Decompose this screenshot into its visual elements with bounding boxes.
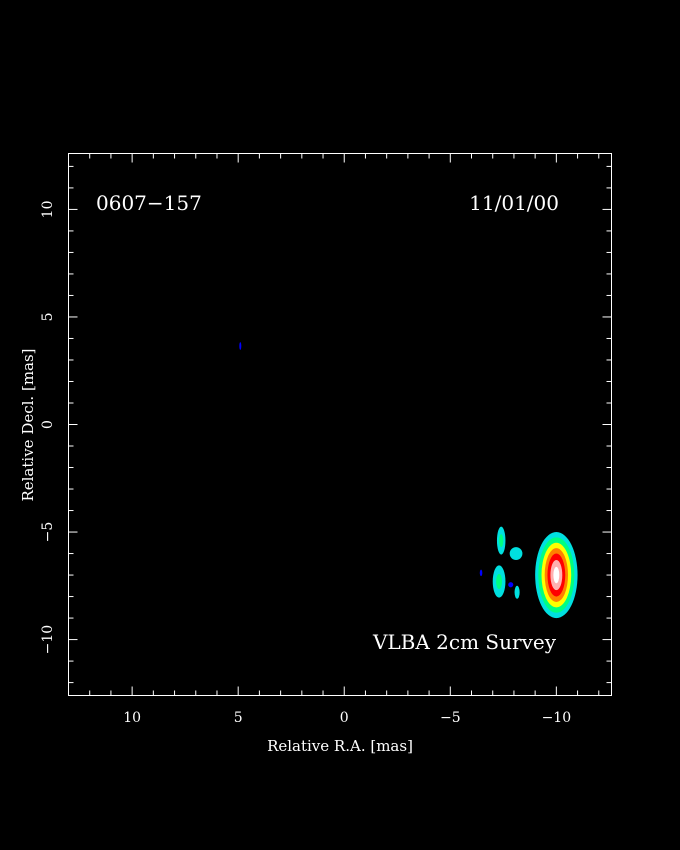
component-jet-2	[492, 565, 506, 598]
emission-components	[239, 342, 578, 619]
contour-level-stray-1	[239, 342, 242, 350]
y-tick-label: 5	[40, 312, 56, 321]
x-tick-label: 0	[340, 710, 349, 726]
axis-ticks	[68, 153, 612, 696]
y-axis-title: Relative Decl. [mas]	[19, 348, 37, 501]
contour-level-jet-6-1	[479, 569, 483, 577]
component-jet-4	[514, 585, 520, 599]
component-core	[535, 532, 578, 619]
x-tick-label: 10	[123, 710, 141, 726]
contour-level-jet-4-1	[514, 585, 520, 599]
y-tick-label: −10	[40, 625, 56, 655]
x-tick-label: −10	[542, 710, 572, 726]
x-tick-label: −5	[440, 710, 461, 726]
source-name-label: 0607−157	[96, 191, 202, 215]
component-jet-3	[509, 547, 523, 560]
component-stray	[239, 342, 242, 350]
contour-level-jet-5-1	[508, 582, 514, 588]
epoch-label: 11/01/00	[469, 191, 559, 215]
contour-level-jet-1-2	[499, 534, 504, 548]
component-jet-1	[496, 526, 506, 555]
survey-label: VLBA 2cm Survey	[372, 630, 557, 654]
x-tick-label: 5	[234, 710, 243, 726]
axis-tick-labels: 10 5 0 −5 −10 10 5 0 −5 −10	[40, 201, 571, 726]
component-jet-6	[479, 569, 483, 577]
y-tick-label: 10	[40, 201, 56, 219]
component-jet-5	[508, 582, 514, 588]
contour-level-core-7	[553, 566, 560, 584]
y-tick-label: −5	[40, 522, 56, 543]
contour-level-jet-3-1	[509, 547, 523, 560]
y-tick-label: 0	[40, 420, 56, 429]
contour-level-jet-2-2	[496, 573, 503, 590]
x-axis-title: Relative R.A. [mas]	[267, 737, 413, 755]
